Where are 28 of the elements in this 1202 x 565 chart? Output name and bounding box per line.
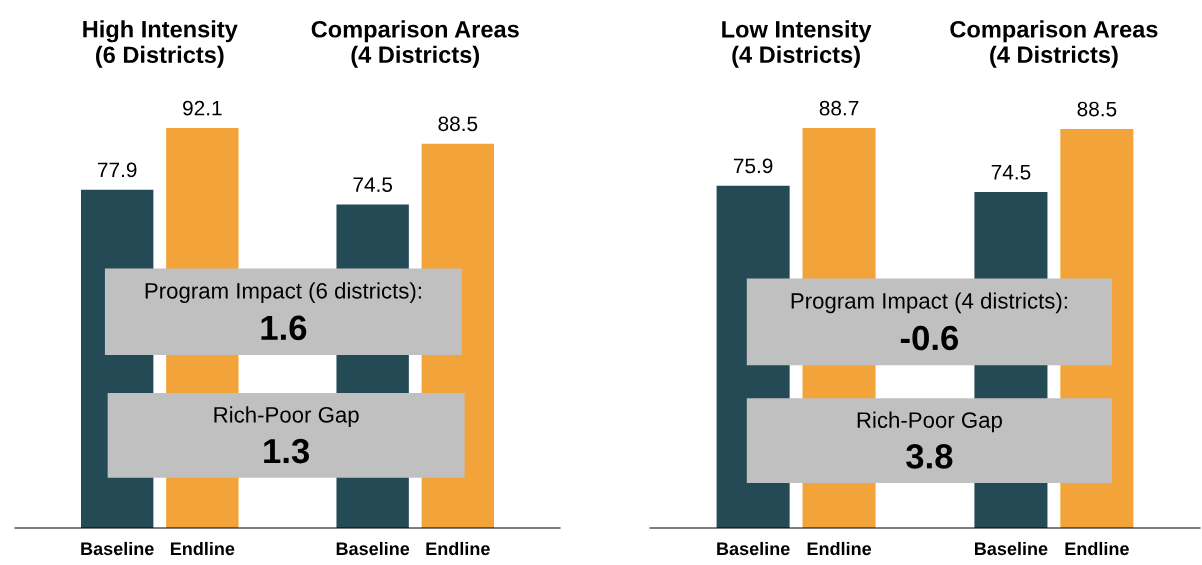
data-label: 88.5	[1077, 101, 1117, 117]
x-tick-label: Endline	[426, 541, 490, 556]
annotation: 3.8	[906, 444, 953, 469]
data-label: 88.7	[819, 100, 859, 116]
annotation: -0.6	[900, 325, 959, 351]
data-label: 88.5	[438, 116, 478, 132]
x-tick-label: Endline	[807, 541, 872, 556]
data-label: 74.5	[991, 165, 1031, 180]
data-label: 77.9	[97, 162, 137, 178]
text: Comparison Areas (4 Districts)	[311, 20, 519, 68]
annotation: Rich-Poor Gap	[214, 406, 359, 428]
x-tick-label: Baseline	[336, 541, 410, 556]
annotation: 1.3	[264, 438, 310, 464]
text: Comparison Areas (4 Districts)	[950, 20, 1158, 68]
data-label: 75.9	[733, 158, 773, 174]
x-tick-label: Endline	[1065, 541, 1129, 556]
data-label: 92.1	[183, 100, 222, 116]
annotation: Program Impact (6 districts):	[145, 282, 421, 304]
annotation: Rich-Poor Gap	[857, 411, 1002, 433]
text: High Intensity (6 Districts)	[83, 20, 238, 68]
annotation: 1.6	[261, 315, 307, 341]
x-tick-label: Baseline	[717, 541, 790, 556]
data-label: 74.5	[353, 177, 393, 192]
text: Low Intensity (4 Districts)	[722, 20, 872, 68]
x-tick-label: Baseline	[81, 541, 154, 556]
x-tick-label: Endline	[170, 541, 235, 556]
annotation: Program Impact (4 districts):	[791, 292, 1067, 314]
x-tick-label: Baseline	[975, 541, 1048, 556]
